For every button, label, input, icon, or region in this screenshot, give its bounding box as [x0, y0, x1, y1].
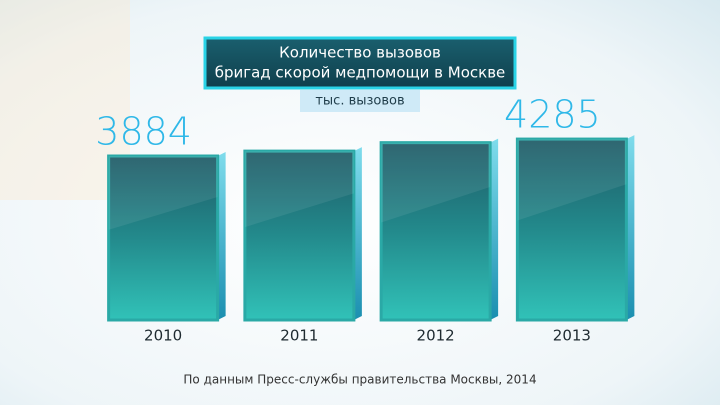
value-label: 4285	[504, 93, 601, 137]
source: По данным Пресс-службы правительства Мос…	[183, 373, 536, 387]
bar	[515, 137, 628, 322]
chart-title: бригад скорой медпомощи в Москве	[215, 64, 506, 82]
x-tick-label: 2013	[553, 327, 591, 345]
x-tick-label: 2012	[417, 327, 455, 345]
bar-shine	[108, 156, 218, 230]
bar-side	[353, 147, 362, 320]
bar-shine	[381, 142, 491, 223]
x-tick-label: 2011	[280, 327, 318, 345]
bar-side	[217, 152, 226, 320]
bar	[107, 154, 220, 322]
bar-shine	[244, 151, 354, 228]
bar	[243, 149, 356, 322]
chart-title: Количество вызовов	[279, 44, 441, 62]
subtitle-box	[300, 90, 420, 112]
bar-side	[490, 138, 499, 320]
bar-side	[626, 135, 635, 320]
x-tick-label: 2010	[144, 327, 182, 345]
subtitle: тыс. вызовов	[315, 94, 404, 109]
bar-shine	[517, 139, 627, 221]
value-label: 3884	[95, 110, 192, 154]
bar	[379, 141, 492, 322]
title-box	[203, 36, 517, 90]
